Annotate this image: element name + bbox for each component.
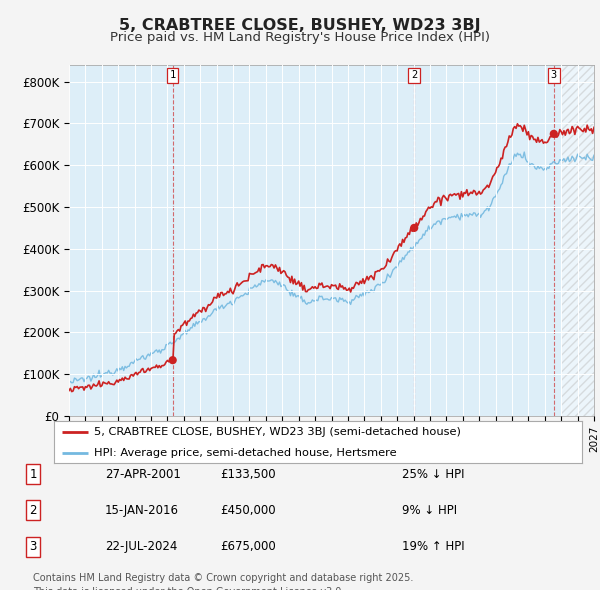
Text: 2: 2 <box>29 504 37 517</box>
Text: £675,000: £675,000 <box>220 540 276 553</box>
Bar <box>561 65 600 416</box>
Text: Contains HM Land Registry data © Crown copyright and database right 2025.
This d: Contains HM Land Registry data © Crown c… <box>33 573 413 590</box>
Text: £450,000: £450,000 <box>220 504 276 517</box>
Text: 9% ↓ HPI: 9% ↓ HPI <box>402 504 457 517</box>
Point <box>168 355 178 365</box>
Text: £133,500: £133,500 <box>220 468 276 481</box>
Text: 5, CRABTREE CLOSE, BUSHEY, WD23 3BJ (semi-detached house): 5, CRABTREE CLOSE, BUSHEY, WD23 3BJ (sem… <box>94 427 460 437</box>
Text: 25% ↓ HPI: 25% ↓ HPI <box>402 468 464 481</box>
Text: 27-APR-2001: 27-APR-2001 <box>105 468 181 481</box>
Point <box>409 223 419 232</box>
Text: 1: 1 <box>170 70 176 80</box>
Text: HPI: Average price, semi-detached house, Hertsmere: HPI: Average price, semi-detached house,… <box>94 448 396 457</box>
Text: 3: 3 <box>29 540 37 553</box>
Text: 19% ↑ HPI: 19% ↑ HPI <box>402 540 464 553</box>
Text: 1: 1 <box>29 468 37 481</box>
Text: Price paid vs. HM Land Registry's House Price Index (HPI): Price paid vs. HM Land Registry's House … <box>110 31 490 44</box>
Text: 2: 2 <box>411 70 418 80</box>
Text: 15-JAN-2016: 15-JAN-2016 <box>105 504 179 517</box>
Text: 22-JUL-2024: 22-JUL-2024 <box>105 540 178 553</box>
Point <box>549 129 559 139</box>
Text: 5, CRABTREE CLOSE, BUSHEY, WD23 3BJ: 5, CRABTREE CLOSE, BUSHEY, WD23 3BJ <box>119 18 481 32</box>
Text: 3: 3 <box>551 70 557 80</box>
